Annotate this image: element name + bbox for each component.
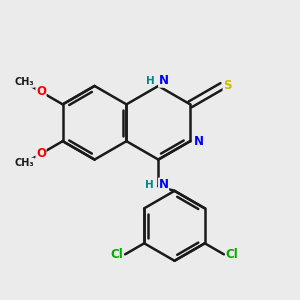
Text: H: H xyxy=(145,180,154,190)
Text: O: O xyxy=(36,85,46,98)
Text: N: N xyxy=(159,74,169,87)
Text: N: N xyxy=(159,178,169,191)
Text: S: S xyxy=(223,80,232,92)
Text: H: H xyxy=(146,76,154,86)
Text: O: O xyxy=(36,147,46,160)
Text: CH₃: CH₃ xyxy=(15,158,34,168)
Text: CH₃: CH₃ xyxy=(15,77,34,87)
Text: N: N xyxy=(194,135,203,148)
Text: Cl: Cl xyxy=(110,248,123,261)
Text: Cl: Cl xyxy=(226,248,239,261)
